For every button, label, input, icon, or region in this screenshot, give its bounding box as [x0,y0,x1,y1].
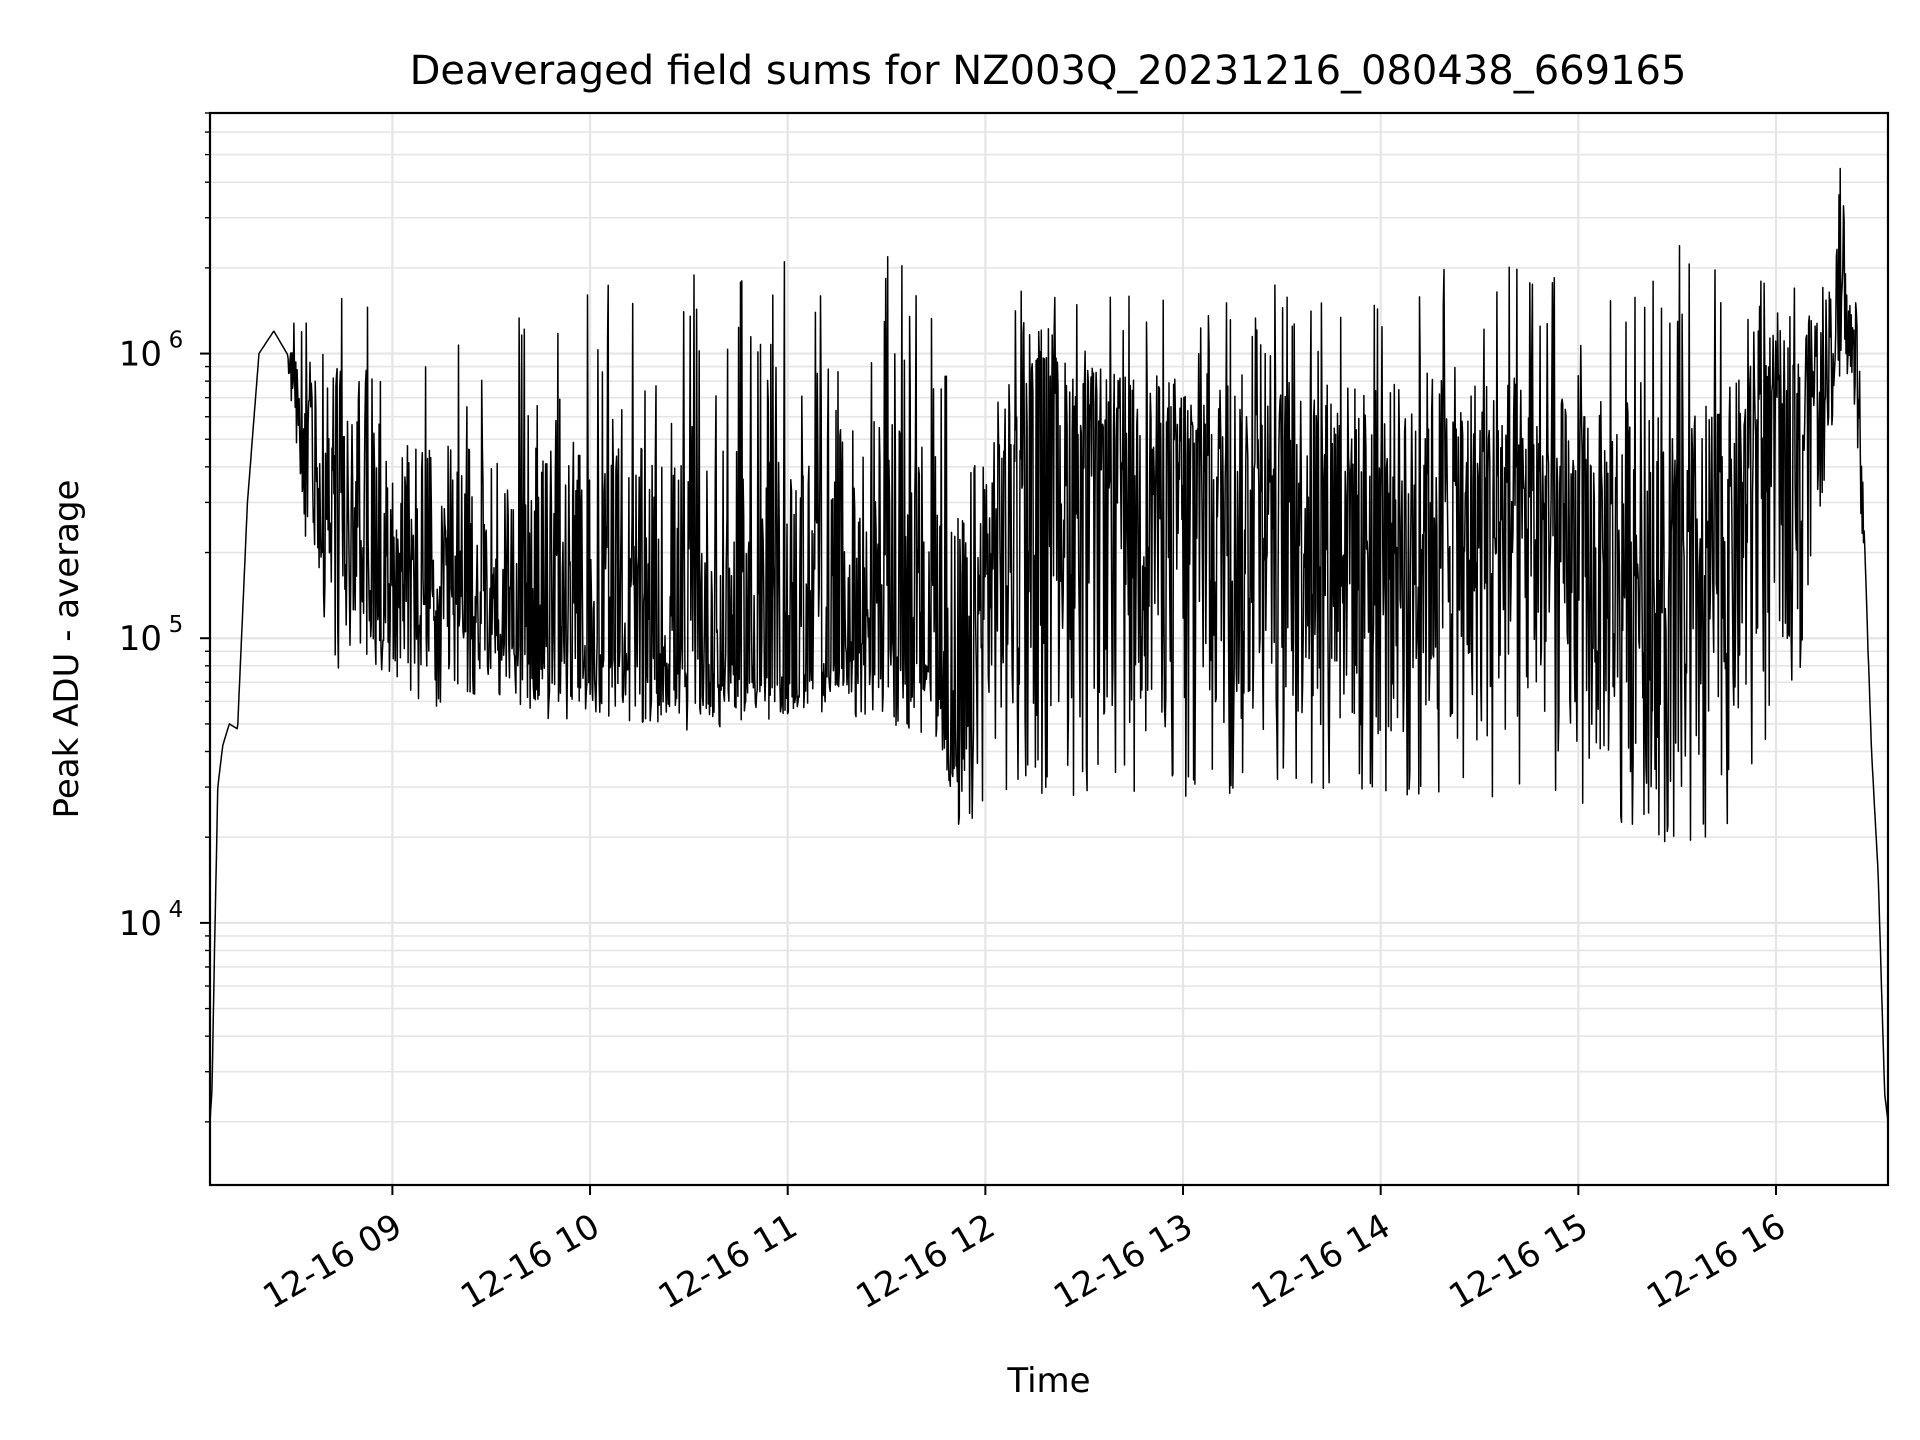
y-tick-label: 10 [119,335,162,375]
y-tick-label: 10 [119,904,162,944]
series-line [209,167,1889,1122]
y-tick-label-exponent: 4 [169,897,184,923]
y-tick-label-exponent: 6 [169,328,184,354]
y-tick-label-exponent: 5 [169,612,184,638]
chart-title: Deaveraged field sums for NZ003Q_2023121… [410,48,1687,94]
x-axis-label: Time [1006,1361,1090,1401]
plot-area-frame [208,111,1890,1187]
y-axis-label: Peak ADU - average [47,480,87,819]
y-tick-label: 10 [119,619,162,659]
y-axis-ticks: 10 4 10 5 10 6 [119,112,210,1123]
